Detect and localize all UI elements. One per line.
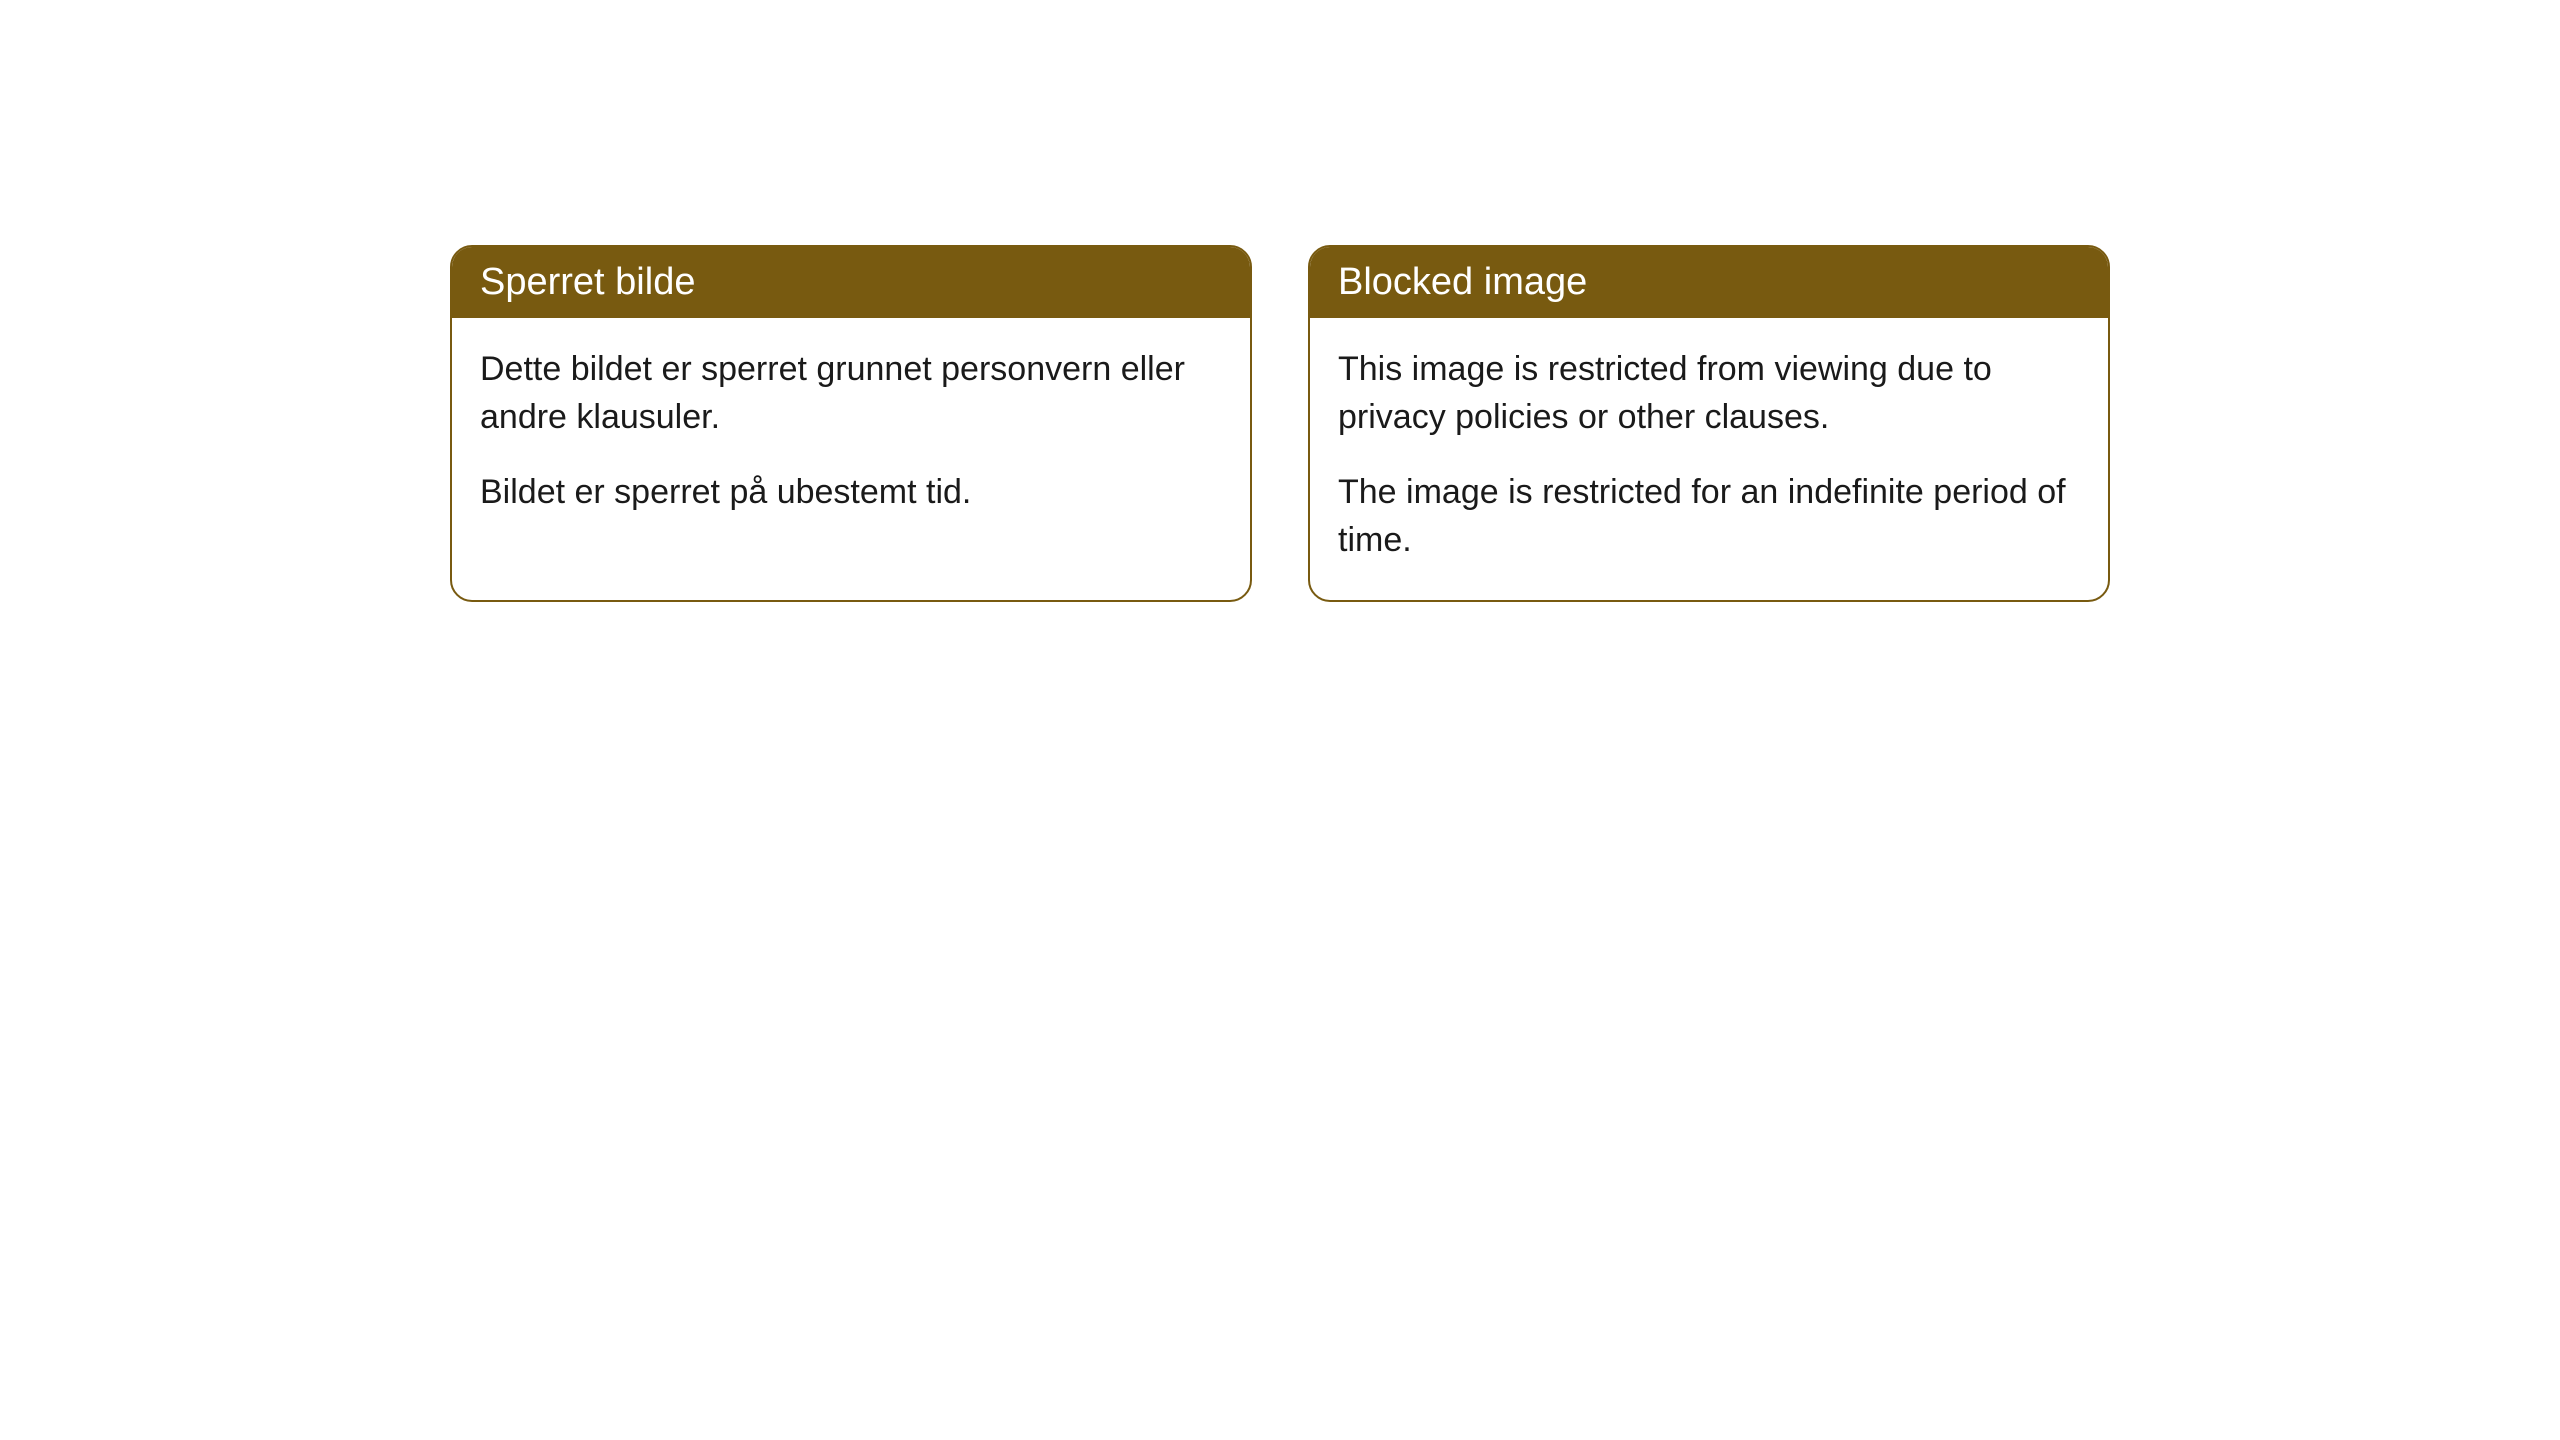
card-title: Blocked image: [1338, 261, 1587, 303]
notice-card-norwegian: Sperret bilde Dette bildet er sperret gr…: [450, 245, 1252, 602]
card-paragraph: Bildet er sperret på ubestemt tid.: [480, 469, 1222, 517]
card-body: This image is restricted from viewing du…: [1310, 318, 2108, 600]
notice-card-english: Blocked image This image is restricted f…: [1308, 245, 2110, 602]
card-body: Dette bildet er sperret grunnet personve…: [452, 318, 1250, 553]
card-paragraph: The image is restricted for an indefinit…: [1338, 469, 2080, 564]
card-paragraph: This image is restricted from viewing du…: [1338, 346, 2080, 441]
card-title: Sperret bilde: [480, 261, 695, 303]
notice-cards-container: Sperret bilde Dette bildet er sperret gr…: [450, 245, 2110, 602]
card-header: Blocked image: [1310, 247, 2108, 318]
card-header: Sperret bilde: [452, 247, 1250, 318]
card-paragraph: Dette bildet er sperret grunnet personve…: [480, 346, 1222, 441]
